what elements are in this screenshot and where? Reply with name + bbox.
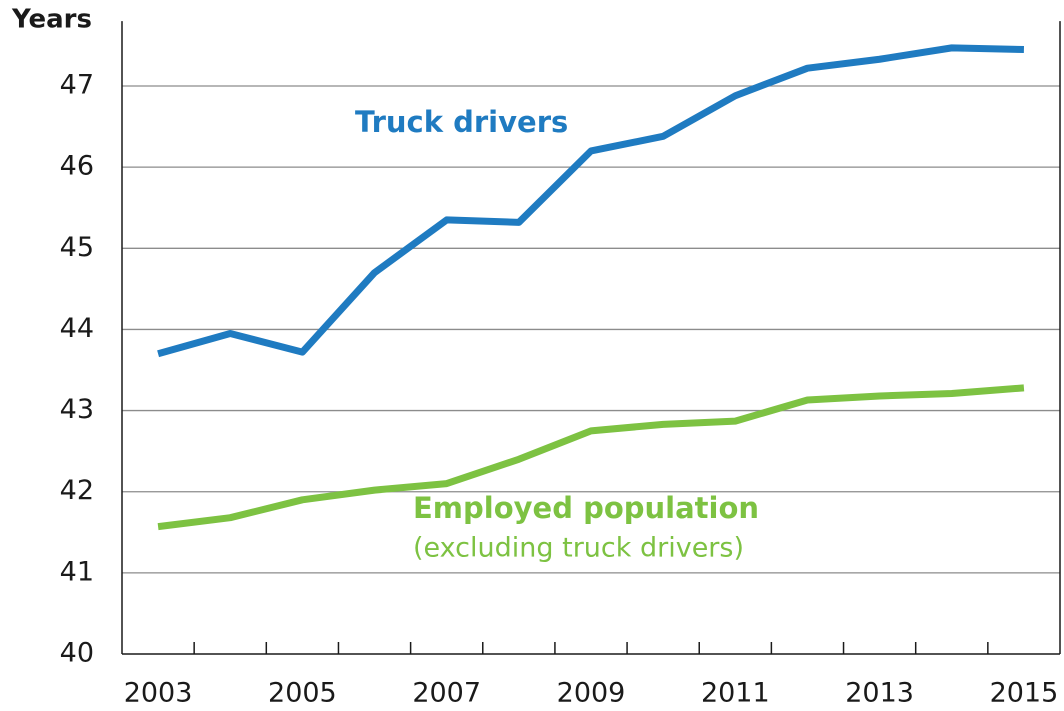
y-tick-label: 44	[60, 313, 94, 344]
y-tick-label: 43	[60, 394, 94, 425]
x-tick-label: 2003	[124, 678, 193, 709]
x-tick-label: 2011	[701, 678, 770, 709]
y-tick-label: 40	[60, 638, 94, 669]
y-tick-label: 42	[60, 475, 94, 506]
series-label: Truck drivers	[355, 105, 568, 139]
y-tick-label: 47	[60, 70, 94, 101]
y-tick-label: 46	[60, 151, 94, 182]
y-tick-label: 41	[60, 556, 94, 587]
x-tick-label: 2009	[557, 678, 626, 709]
x-tick-label: 2007	[412, 678, 481, 709]
line-series	[157, 44, 1024, 358]
x-tick-label: 2005	[268, 678, 337, 709]
series-label: Employed population	[413, 491, 759, 525]
line-series	[157, 384, 1025, 531]
y-tick-label: 45	[60, 232, 94, 263]
y-axis-label: Years	[11, 5, 92, 35]
annotation: (excluding truck drivers)	[413, 533, 744, 564]
x-tick-label: 2013	[845, 678, 914, 709]
x-tick-label: 2015	[990, 678, 1059, 709]
